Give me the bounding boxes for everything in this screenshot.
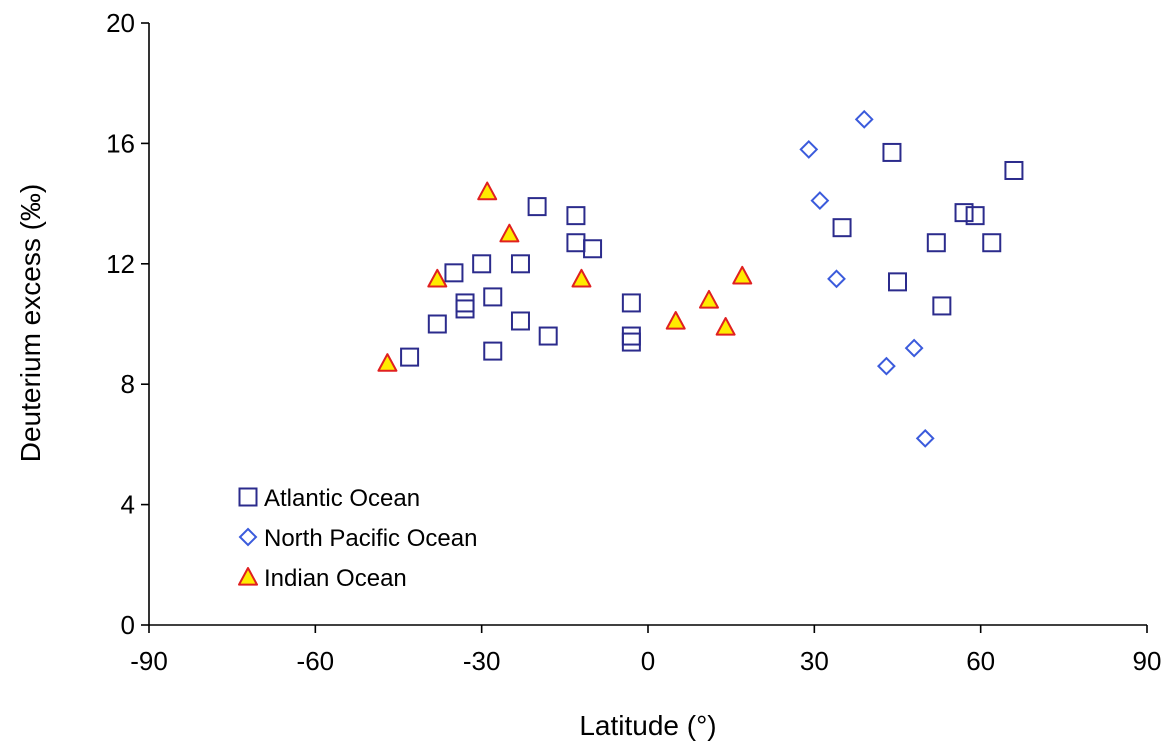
data-point-diamond — [827, 269, 846, 289]
data-point-square — [621, 293, 641, 313]
data-point-triangle — [665, 310, 686, 330]
data-point-square — [583, 239, 603, 259]
x-tick-label: -60 — [297, 646, 335, 676]
data-point-square — [932, 296, 952, 316]
data-point-square — [926, 233, 946, 253]
legend-item: North Pacific Ocean — [238, 525, 477, 552]
series-square — [400, 142, 1024, 367]
data-point-diamond — [904, 338, 924, 358]
data-point-square — [510, 311, 530, 331]
data-point-square — [954, 203, 974, 223]
data-point-triangle — [698, 289, 719, 309]
y-tick-label: 12 — [106, 249, 135, 279]
data-point-square — [510, 254, 530, 274]
data-point-square — [527, 197, 547, 217]
data-point-diamond — [915, 428, 935, 448]
data-point-square — [965, 206, 985, 226]
x-tick-label: -30 — [463, 646, 501, 676]
x-tick-label: 60 — [966, 646, 995, 676]
data-point-square — [455, 299, 475, 319]
data-point-square — [566, 233, 586, 253]
x-tick-label: 0 — [641, 646, 655, 676]
legend-label: Atlantic Ocean — [264, 485, 420, 512]
legend: Atlantic Ocean North Pacific Ocean Indian … — [238, 485, 477, 592]
data-point-diamond — [876, 356, 896, 376]
data-point-square — [483, 341, 503, 361]
data-point-square — [882, 142, 902, 162]
data-point-triangle — [477, 181, 498, 201]
axes: 0 4 8 12 16 20 -90 -60 -30 0 30 60 90 — [106, 8, 1161, 676]
data-point-square — [832, 218, 852, 238]
legend-marker-square — [238, 487, 258, 507]
legend-item: Indian Ocean — [238, 565, 407, 592]
data-point-square — [444, 263, 464, 283]
legend-label: Indian Ocean — [264, 565, 407, 592]
x-tick-label: 90 — [1133, 646, 1162, 676]
data-point-triangle — [715, 317, 736, 336]
data-point-triangle — [571, 268, 592, 288]
y-tick-label: 8 — [121, 369, 135, 399]
data-point-triangle — [427, 268, 448, 288]
y-axis-label: Deuterium excess (‰) — [15, 184, 46, 463]
y-tick-label: 0 — [121, 610, 135, 640]
x-axis-label: Latitude (°) — [579, 710, 716, 741]
legend-label: North Pacific Ocean — [264, 525, 477, 552]
data-point-square — [888, 272, 907, 292]
data-point-square — [982, 233, 1002, 253]
data-point-square — [455, 293, 475, 313]
data-points — [377, 109, 1024, 448]
data-point-square — [400, 347, 420, 367]
legend-marker-triangle — [238, 567, 258, 586]
y-tick-label: 16 — [106, 128, 135, 158]
data-point-triangle — [732, 265, 753, 285]
data-point-square — [483, 287, 503, 307]
data-point-triangle — [377, 353, 398, 372]
data-point-diamond — [854, 109, 874, 129]
data-point-square — [566, 206, 586, 226]
y-tick-label: 20 — [106, 8, 135, 38]
data-point-square — [472, 254, 492, 274]
data-point-square — [427, 314, 447, 334]
data-point-square — [621, 326, 641, 346]
legend-item: Atlantic Ocean — [238, 485, 420, 512]
legend-marker-diamond — [238, 527, 258, 547]
data-point-diamond — [810, 191, 830, 211]
data-point-square — [1004, 160, 1024, 180]
data-point-diamond — [799, 140, 819, 159]
x-tick-label: 30 — [800, 646, 829, 676]
data-point-square — [538, 326, 558, 346]
data-point-square — [621, 332, 641, 352]
y-tick-label: 4 — [121, 490, 135, 520]
data-point-triangle — [499, 223, 520, 243]
series-diamond — [799, 109, 935, 448]
x-tick-label: -90 — [130, 646, 168, 676]
series-triangle — [377, 181, 753, 372]
